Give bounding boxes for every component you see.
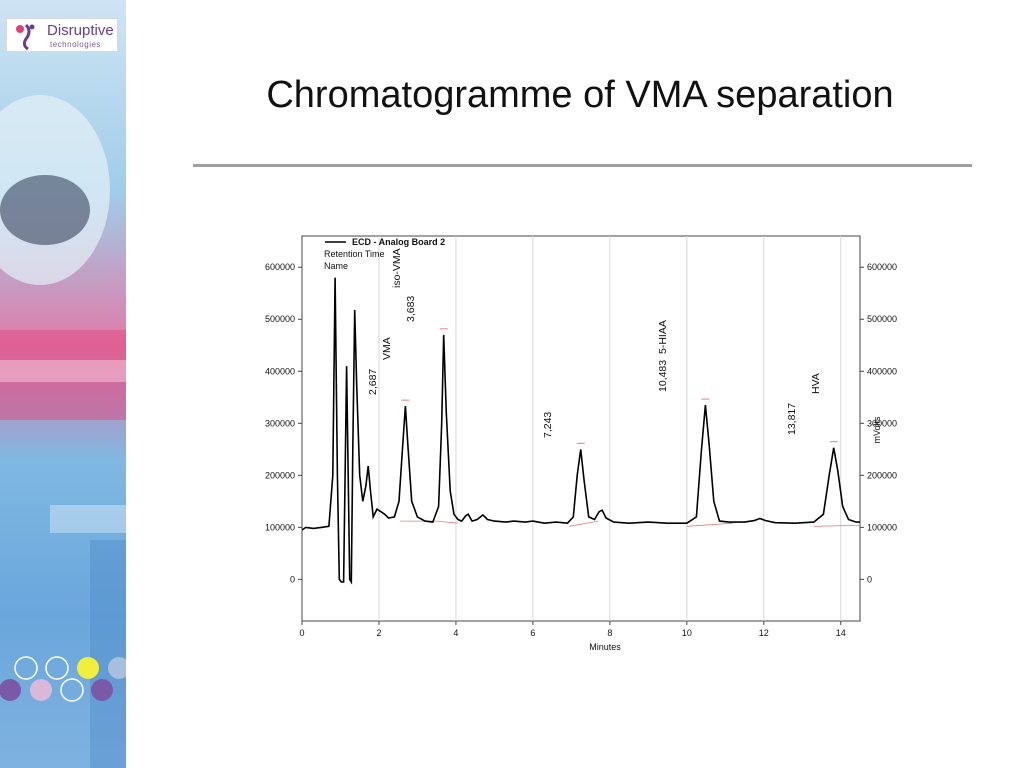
peak-label-iso-vma: iso-VMA: [391, 248, 403, 288]
y-right-tick-label: 0: [867, 574, 872, 584]
y-tick-label: 200000: [265, 470, 295, 480]
y-tick-label: 0: [290, 574, 295, 584]
y-right-tick-label: 200000: [867, 470, 897, 480]
logo-brand-text: Disruptive: [47, 22, 114, 39]
x-axis-label: Minutes: [589, 642, 621, 652]
y-tick-label: 100000: [265, 522, 295, 532]
x-tick-label: 8: [607, 628, 612, 638]
baseline-segment: [569, 520, 599, 527]
y-right-tick-label: 400000: [867, 366, 897, 376]
peak-label-rt-13817: 13,817: [786, 403, 798, 435]
peak-label-rt-7243: 7,243: [542, 412, 554, 438]
y-tick-label: 400000: [265, 366, 295, 376]
x-tick-label: 4: [453, 628, 458, 638]
y-axis-label-right: mVolts: [872, 416, 882, 444]
decorative-sidebar: Disruptive technologies: [0, 0, 126, 768]
y-tick-label: 600000: [265, 262, 295, 272]
peak-label-rt-2687: 2,687: [367, 369, 379, 395]
x-tick-label: 10: [682, 628, 692, 638]
y-tick-label: 500000: [265, 314, 295, 324]
y-tick-label: 300000: [265, 418, 295, 428]
baseline-segment: [686, 522, 734, 527]
plot-frame: [301, 235, 861, 622]
x-tick-label: 6: [530, 628, 535, 638]
y-right-tick-label: 500000: [867, 314, 897, 324]
x-tick-label: 14: [836, 628, 846, 638]
legend-series-name: ECD - Analog Board 2: [352, 237, 445, 247]
decorative-circles: [0, 656, 126, 702]
x-tick-label: 0: [299, 628, 304, 638]
chromatogram-trace: [301, 277, 860, 585]
slide-title: Chromatogramme of VMA separation: [266, 74, 894, 116]
peak-label-hva: HVA: [810, 373, 822, 394]
y-right-tick-label: 300000: [867, 418, 897, 428]
y-right-tick-label: 100000: [867, 522, 897, 532]
legend-field-name: Name: [324, 261, 348, 271]
peak-label-5-hiaa: 5-HIAA: [657, 320, 669, 354]
baseline-segment: [436, 520, 458, 524]
title-divider: [193, 164, 972, 167]
logo-sub-text: technologies: [50, 40, 101, 49]
company-logo: Disruptive technologies: [6, 18, 118, 52]
y-right-tick-label: 600000: [867, 262, 897, 272]
peak-label-rt-3683: 3,683: [405, 296, 417, 322]
x-tick-label: 12: [759, 628, 769, 638]
peak-label-vma: VMA: [381, 337, 393, 360]
sidebar-graphic: [0, 0, 126, 768]
baseline-segment: [813, 524, 861, 527]
x-tick-label: 2: [376, 628, 381, 638]
legend-field-retention-time: Retention Time: [324, 249, 385, 259]
logo-mark-icon: [16, 23, 35, 51]
peak-label-rt-10483: 10,483: [657, 360, 669, 392]
